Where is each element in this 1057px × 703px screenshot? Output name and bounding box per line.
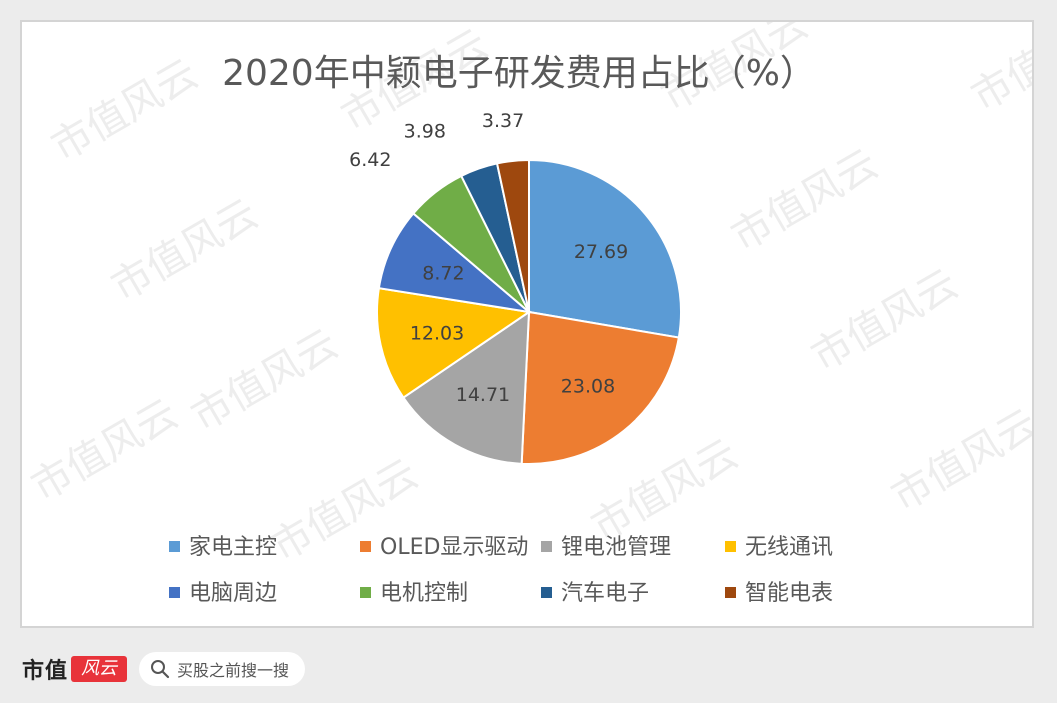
- data-label-0: 27.69: [574, 241, 628, 263]
- watermark-0: 市值风云: [44, 51, 206, 171]
- legend-swatch-0: [169, 541, 180, 552]
- footer: 市值 风云 买股之前搜一搜: [22, 651, 306, 687]
- pie-slice-7: [495, 158, 530, 313]
- legend-swatch-3: [725, 541, 736, 552]
- legend-label-3: 无线通讯: [745, 535, 833, 560]
- pie-slice-2: [402, 310, 531, 465]
- legend-swatch-2: [541, 541, 552, 552]
- data-label-7: 3.37: [482, 110, 524, 132]
- chart-card: 市值风云 市值风云 市值风云 市值风云 市值风云 市值风云 市值风云 市值风云 市值风云 市值风云…: [20, 20, 1034, 628]
- data-labels: 27.69 23.08 14.71 12.03 8.72 6.42 3.98 3.37: [349, 110, 628, 406]
- legend-label-0: 家电主控: [189, 535, 277, 560]
- search-icon: [151, 660, 170, 679]
- legend-label-2: 锂电池管理: [561, 535, 671, 560]
- data-label-3: 12.03: [410, 323, 464, 345]
- legend-label-5: 电机控制: [380, 581, 468, 606]
- legend-label-7: 智能电表: [745, 581, 833, 606]
- legend-swatch-1: [360, 541, 371, 552]
- chart-title: 2020年中颖电子研发费用占比（%）: [222, 53, 816, 94]
- pie-slices: [376, 158, 682, 465]
- watermark-4: 市值风云: [104, 191, 266, 311]
- watermark-12: 市值风云: [884, 401, 1032, 521]
- data-label-1: 23.08: [561, 375, 615, 397]
- watermark-9: 市值风云: [804, 261, 966, 381]
- brand-logo-text: 市值: [22, 658, 69, 684]
- watermark-13: 市值风云: [24, 391, 186, 511]
- brand-logo-seal: 风云: [71, 656, 128, 682]
- search-bar[interactable]: 买股之前搜一搜: [139, 652, 306, 686]
- legend-swatch-6: [541, 587, 552, 598]
- search-placeholder: 买股之前搜一搜: [177, 661, 290, 680]
- pie-slice-0: [528, 158, 682, 339]
- watermark-3: 市值风云: [964, 22, 1032, 121]
- data-label-6: 3.98: [404, 121, 446, 143]
- watermark-7: 市值风云: [184, 321, 346, 441]
- legend-swatch-7: [725, 587, 736, 598]
- pie-slice-4: [377, 212, 533, 314]
- legend-label-1: OLED显示驱动: [380, 535, 528, 560]
- legend-swatch-5: [360, 587, 371, 598]
- pie-slice-3: [376, 286, 532, 399]
- legend-label-4: 电脑周边: [189, 581, 277, 606]
- watermark-6: 市值风云: [724, 141, 886, 261]
- legend-label-6: 汽车电子: [561, 581, 649, 606]
- data-label-5: 6.42: [349, 149, 391, 171]
- data-label-2: 14.71: [456, 384, 510, 406]
- data-label-4: 8.72: [422, 263, 464, 285]
- watermark-11: 市值风云: [584, 431, 746, 551]
- legend-swatch-4: [169, 587, 180, 598]
- pie-slice-1: [520, 310, 680, 465]
